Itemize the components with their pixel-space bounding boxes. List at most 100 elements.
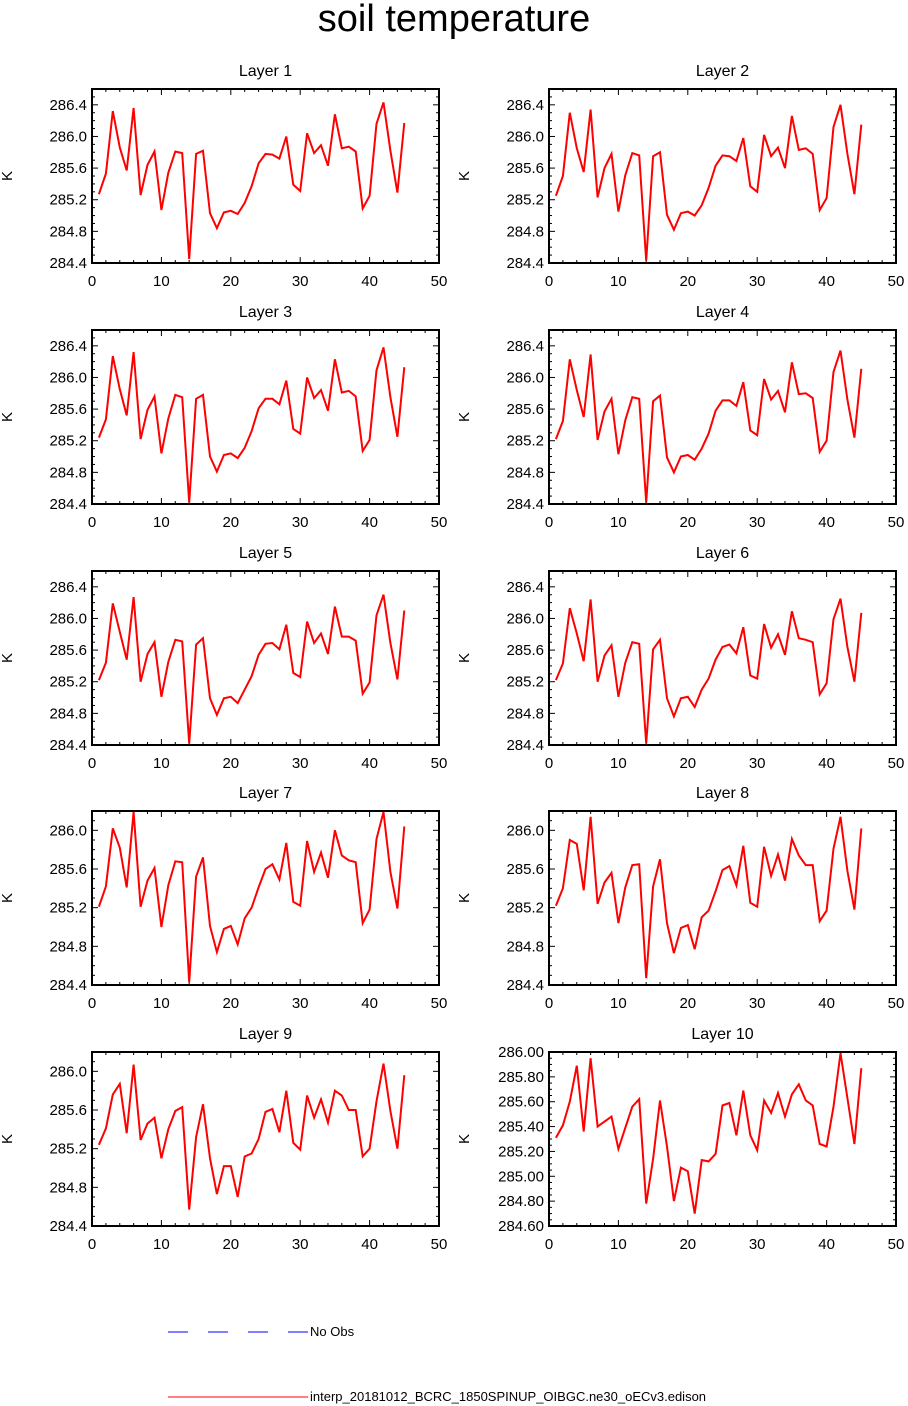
- chart-panel-8: Layer 8 K 0 10 20 30 40 50 284.4 284.8 285.2 285.6 2…: [456, 785, 904, 1012]
- y-axis-label: K: [456, 653, 473, 663]
- x-tick-label: 50: [431, 995, 448, 1012]
- y-tick-label: 284.8: [49, 464, 87, 481]
- x-tick-label: 50: [431, 1236, 448, 1253]
- y-tick-label: 286.0: [49, 822, 87, 839]
- x-tick-label: 30: [292, 755, 309, 772]
- legend-model-label: interp_20181012_BCRC_1850SPINUP_OIBGC.ne…: [310, 1389, 707, 1404]
- series-line-1: [554, 104, 863, 261]
- y-tick-label: 285.00: [498, 1168, 544, 1185]
- x-tick-label: 10: [610, 995, 627, 1012]
- panel-title: Layer 3: [239, 304, 292, 321]
- y-axis-label: K: [0, 171, 16, 181]
- x-tick-label: 30: [292, 1236, 309, 1253]
- y-tick-label: 284.8: [506, 938, 544, 955]
- x-tick-label: 40: [818, 755, 835, 772]
- y-axis-label: K: [0, 893, 16, 903]
- y-tick-label: 285.6: [49, 642, 87, 659]
- y-tick-label: 285.2: [506, 674, 544, 691]
- y-tick-label: 284.8: [49, 1179, 87, 1196]
- y-tick-label: 284.80: [498, 1193, 544, 1210]
- y-tick-label: 285.40: [498, 1119, 544, 1136]
- y-axis-label: K: [456, 171, 473, 181]
- x-tick-label: 30: [292, 273, 309, 290]
- chart-panel-10: Layer 10 K 0 10 20 30 40 50 284.60 284.80 285.00 28…: [456, 1026, 904, 1253]
- x-tick-label: 50: [888, 995, 905, 1012]
- series-line-1: [97, 811, 406, 983]
- y-tick-label: 284.60: [498, 1218, 544, 1235]
- plot-frame: [91, 88, 440, 264]
- y-tick-label: 286.4: [506, 579, 544, 596]
- y-tick-label: 286.0: [506, 369, 544, 386]
- x-tick-label: 10: [153, 273, 170, 290]
- series-line-1: [555, 1053, 863, 1214]
- y-tick-label: 286.0: [506, 610, 544, 627]
- x-tick-label: 50: [888, 755, 905, 772]
- series-line-1: [97, 347, 406, 503]
- plot-frame: [548, 329, 897, 505]
- x-tick-label: 10: [610, 273, 627, 290]
- y-axis-label: K: [0, 1134, 16, 1144]
- y-tick-label: 285.2: [49, 900, 87, 917]
- y-axis-label: K: [0, 653, 16, 663]
- x-tick-label: 0: [545, 514, 553, 531]
- y-tick-label: 284.8: [506, 223, 544, 240]
- y-axis-label: K: [456, 1134, 473, 1144]
- y-tick-label: 284.4: [506, 737, 544, 754]
- x-tick-label: 30: [292, 514, 309, 531]
- plot-frame: [91, 570, 440, 746]
- y-tick-label: 284.4: [506, 496, 544, 513]
- chart-panel-7: Layer 7 K 0 10 20 30 40 50 284.4 284.8 285.2 285.6 2…: [0, 785, 447, 1012]
- x-tick-label: 0: [88, 755, 96, 772]
- x-tick-label: 40: [361, 273, 378, 290]
- x-tick-label: 40: [361, 755, 378, 772]
- x-tick-label: 50: [888, 1236, 905, 1253]
- x-tick-label: 0: [545, 273, 553, 290]
- x-tick-label: 20: [679, 995, 696, 1012]
- y-tick-label: 285.6: [506, 642, 544, 659]
- plot-frame: [548, 810, 897, 986]
- y-tick-label: 284.4: [49, 255, 87, 272]
- y-tick-label: 285.6: [506, 861, 544, 878]
- y-tick-label: 285.2: [49, 192, 87, 209]
- x-tick-label: 50: [888, 273, 905, 290]
- x-tick-label: 0: [545, 995, 553, 1012]
- y-tick-label: 285.2: [506, 192, 544, 209]
- series-line-1: [97, 594, 406, 744]
- x-tick-label: 20: [222, 755, 239, 772]
- x-tick-label: 50: [888, 514, 905, 531]
- x-tick-label: 30: [292, 995, 309, 1012]
- chart-panel-6: Layer 6 K 0 10 20 30 40 50 284.4 284.8 285.2 285.6 2…: [456, 545, 904, 772]
- y-tick-label: 286.0: [506, 822, 544, 839]
- y-tick-label: 286.0: [49, 1063, 87, 1080]
- series-line-1: [97, 1063, 406, 1210]
- y-tick-label: 286.4: [49, 579, 87, 596]
- x-tick-label: 30: [749, 755, 766, 772]
- x-tick-label: 20: [679, 755, 696, 772]
- x-tick-label: 10: [153, 755, 170, 772]
- plot-frame: [91, 329, 440, 505]
- panel-title: Layer 6: [696, 545, 749, 562]
- y-tick-label: 285.6: [506, 160, 544, 177]
- panel-title: Layer 8: [696, 785, 749, 802]
- series-line-1: [554, 816, 863, 979]
- x-tick-label: 50: [431, 514, 448, 531]
- x-tick-label: 40: [818, 273, 835, 290]
- x-tick-label: 20: [679, 1236, 696, 1253]
- y-tick-label: 284.4: [49, 977, 87, 994]
- y-tick-label: 286.4: [506, 338, 544, 355]
- legend-no-obs-label: No Obs: [310, 1324, 355, 1339]
- plot-frame: [548, 1051, 897, 1227]
- x-tick-label: 0: [88, 514, 96, 531]
- y-tick-label: 285.80: [498, 1069, 544, 1086]
- x-tick-label: 10: [610, 1236, 627, 1253]
- y-tick-label: 285.2: [506, 433, 544, 450]
- x-tick-label: 0: [88, 273, 96, 290]
- y-tick-label: 286.0: [49, 369, 87, 386]
- panel-title: Layer 7: [239, 785, 292, 802]
- y-tick-label: 284.8: [49, 938, 87, 955]
- y-tick-label: 286.4: [49, 338, 87, 355]
- panel-title: Layer 10: [691, 1026, 753, 1043]
- y-axis-label: K: [456, 893, 473, 903]
- y-axis-label: K: [456, 412, 473, 422]
- y-tick-label: 285.2: [49, 674, 87, 691]
